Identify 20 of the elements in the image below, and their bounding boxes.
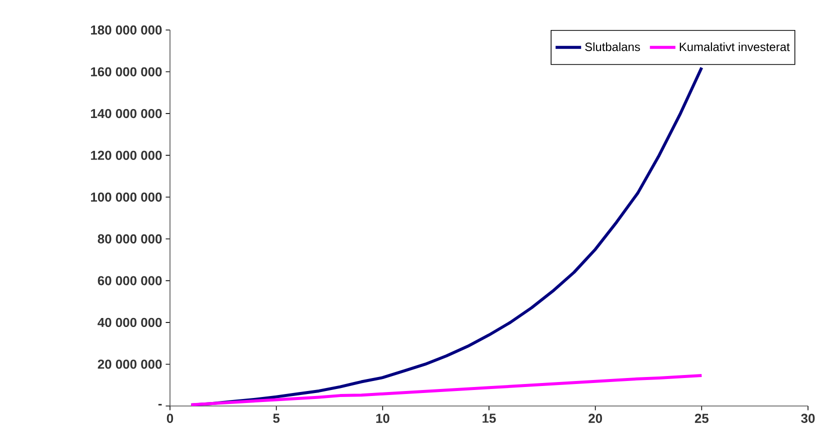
y-tick-label: 140 000 000: [91, 108, 162, 118]
legend-label: Slutbalans: [585, 42, 640, 52]
x-tick-label: 0: [166, 414, 174, 423]
y-tick-label: 180 000 000: [91, 25, 162, 35]
x-tick-label: 5: [273, 414, 280, 423]
x-tick-label: 30: [801, 414, 815, 423]
x-tick-label: 25: [694, 414, 709, 423]
y-tick-label: 80 000 000: [98, 234, 162, 244]
y-tick-label: 20 000 000: [98, 360, 162, 369]
y-tick-label: 160 000 000: [91, 67, 162, 76]
y-tick-label: 60 000 000: [98, 276, 162, 286]
line-series: [190, 66, 704, 406]
x-tick-label: 10: [376, 414, 390, 423]
y-tick-label: 100 000 000: [91, 192, 162, 202]
x-tick-label: 15: [482, 414, 496, 423]
legend-label: Kumalativt investerat: [680, 42, 790, 52]
x-tick-label: 20: [588, 414, 602, 423]
y-tick-label: 40 000 000: [98, 318, 162, 328]
y-tick-label: -: [158, 404, 162, 406]
y-tick-label: 120 000 000: [91, 150, 162, 160]
